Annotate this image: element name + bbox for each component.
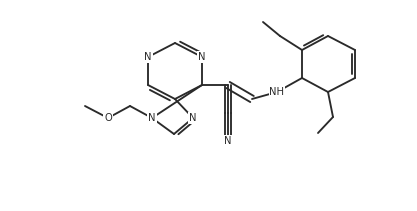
Text: N: N <box>148 113 156 123</box>
Text: N: N <box>144 52 152 62</box>
Text: N: N <box>198 52 206 62</box>
Text: NH: NH <box>269 87 284 97</box>
Text: N: N <box>224 136 232 146</box>
Text: O: O <box>104 113 112 123</box>
Text: N: N <box>189 113 197 123</box>
